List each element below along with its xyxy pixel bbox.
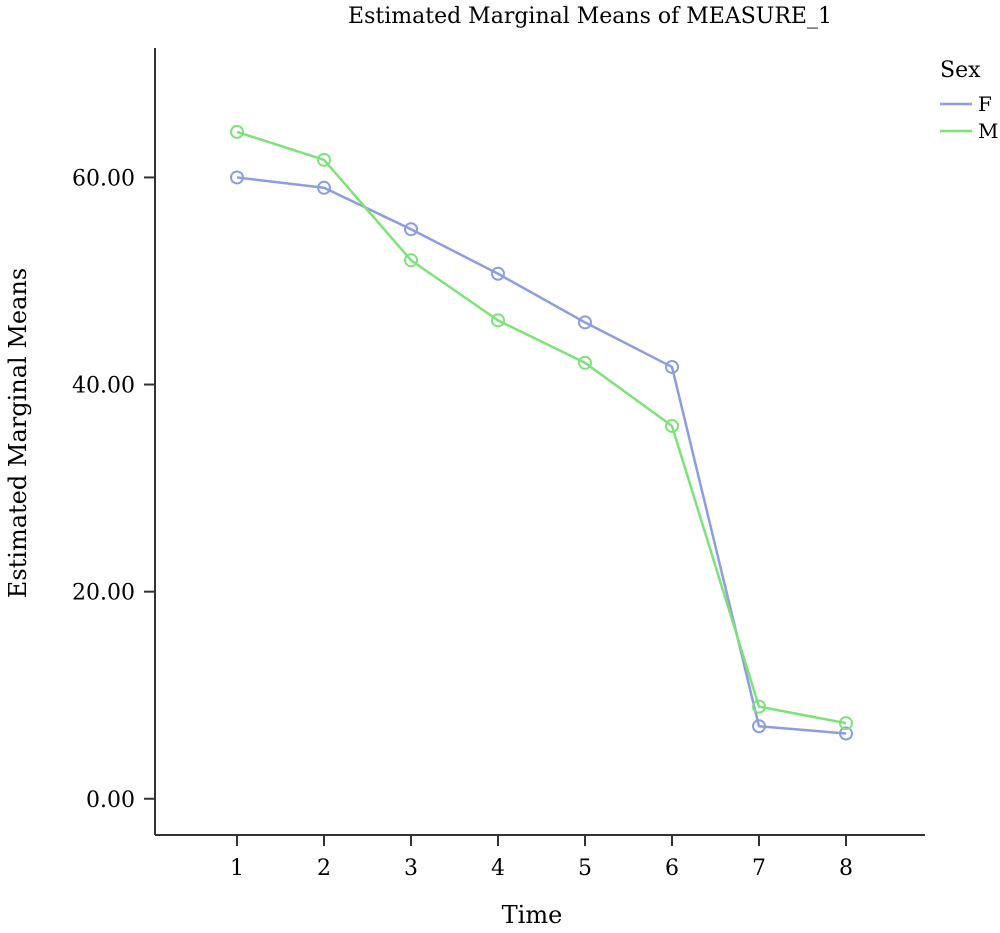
y-tick-label: 20.00 [72,581,135,606]
data-point-f [665,359,679,374]
data-point-f [491,266,505,281]
x-tick-label: 2 [317,856,331,881]
legend-items: FM [940,92,998,143]
legend-title: Sex [940,58,981,83]
legend-entry-label: M [978,119,998,143]
x-tick-label: 5 [578,856,592,881]
data-point-m [404,253,418,268]
x-tick-label: 3 [404,856,418,881]
x-tick-label: 4 [491,856,505,881]
data-point-m [491,313,505,328]
data-point-f [404,222,418,237]
x-axis-label: Time [502,901,563,929]
y-tick-label: 40.00 [72,374,135,399]
x-tick-label: 6 [665,856,679,881]
data-point-m [230,124,244,139]
data-point-f [578,315,592,330]
legend-entry-label: F [978,92,992,116]
data-point-m [317,152,331,167]
y-tick-label: 0.00 [86,788,135,813]
y-axis-label: Estimated Marginal Means [4,268,32,598]
x-tick-label: 7 [752,856,766,881]
series-layer [230,124,853,741]
y-tick-label: 60.00 [72,166,135,191]
x-ticks: 1 2 3 4 5 6 7 8 [230,835,853,881]
x-tick-label: 8 [839,856,853,881]
x-tick-label: 1 [230,856,244,881]
data-point-f [317,180,331,195]
legend: Sex FM [940,58,998,143]
series-line-m [236,130,847,725]
data-point-m [578,355,592,370]
data-point-f [230,170,244,185]
chart-title: Estimated Marginal Means of MEASURE_1 [348,4,832,29]
data-point-m [665,418,679,433]
data-point-m [839,716,853,731]
axes [154,48,925,836]
data-point-f [752,719,766,734]
y-ticks: 0.00 20.00 40.00 60.00 [72,166,155,813]
data-point-m [752,699,766,714]
series-line-f [236,176,847,735]
data-point-f [839,726,853,741]
